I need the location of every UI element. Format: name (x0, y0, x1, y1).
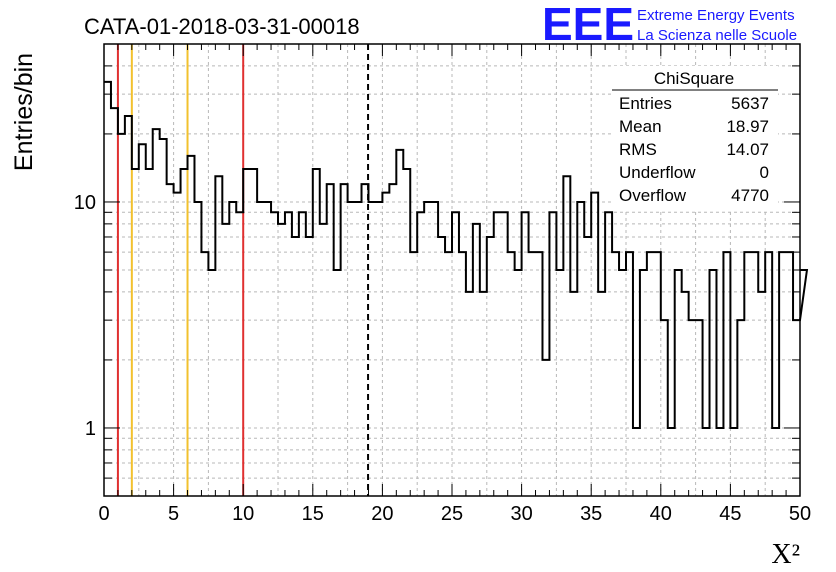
stats-box: ChiSquare Entries 5637 Mean 18.97 RMS 14.07 Un… (612, 66, 778, 210)
stats-row-value: 18.97 (726, 117, 769, 136)
logo-line-2: La Scienza nelle Scuole (637, 27, 797, 44)
tick-labels: 0 5 10 15 20 25 30 35 40 45 50 1 10 (74, 192, 811, 525)
x-tick-label: 35 (580, 503, 602, 525)
stats-row-label: Mean (619, 117, 662, 136)
x-tick-label: 0 (98, 503, 109, 525)
stats-row-label: Underflow (619, 163, 696, 182)
stats-title: ChiSquare (654, 69, 734, 88)
x-tick-label: 40 (650, 503, 672, 525)
stats-row-value: 4770 (731, 186, 769, 205)
stats-row-label: Entries (619, 94, 672, 113)
stats-row-value: 14.07 (726, 140, 769, 159)
eee-logo: EEE Extreme Energy Events La Scienza nel… (542, 0, 797, 50)
logo-line-1: Extreme Energy Events (637, 7, 795, 24)
axis-ticks (103, 44, 801, 496)
stats-row-label: RMS (619, 140, 657, 159)
x-tick-label: 15 (302, 503, 324, 525)
x-tick-label: 45 (719, 503, 741, 525)
x-axis-label: X² (771, 539, 800, 570)
stats-row-value: 0 (760, 163, 769, 182)
x-tick-label: 10 (232, 503, 254, 525)
x-tick-label: 5 (168, 503, 179, 525)
stats-row-label: Overflow (619, 186, 687, 205)
plot-title: CATA-01-2018-03-31-00018 (84, 14, 360, 39)
x-tick-label: 20 (371, 503, 393, 525)
histogram-series (104, 80, 809, 429)
y-tick-label: 1 (85, 418, 96, 440)
eee-logo-text: EEE (542, 0, 634, 50)
y-axis-label: Entries/bin (10, 53, 38, 171)
marker-lines (116, 44, 370, 496)
x-tick-label: 50 (789, 503, 811, 525)
x-tick-label: 25 (441, 503, 463, 525)
y-tick-label: 10 (74, 192, 96, 214)
histogram-line (104, 80, 809, 429)
x-tick-label: 30 (510, 503, 532, 525)
stats-row-value: 5637 (731, 94, 769, 113)
